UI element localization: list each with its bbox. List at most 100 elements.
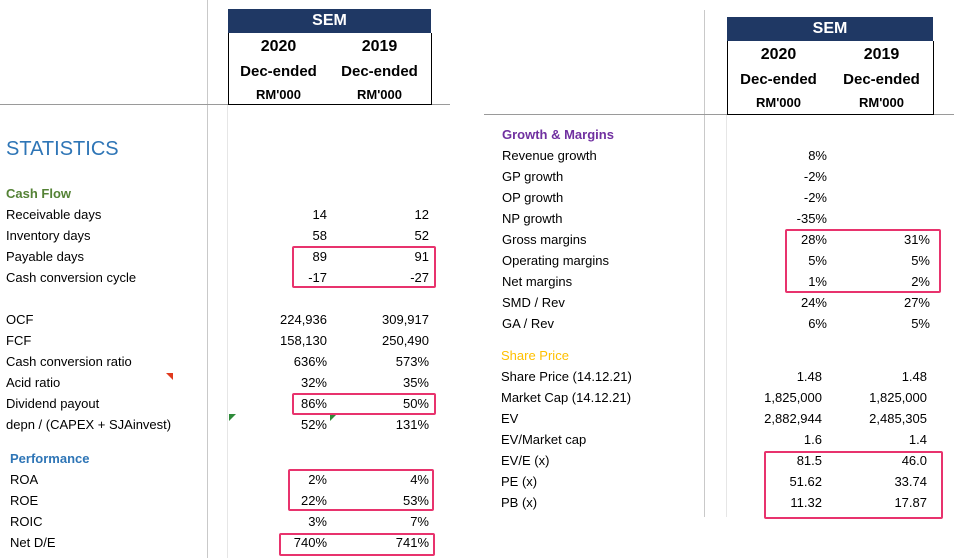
value-2020: 51.62 xyxy=(789,474,822,489)
right-year-2020: 2020 xyxy=(760,46,797,63)
performance-title: Performance xyxy=(10,451,90,466)
value-2019: 1.4 xyxy=(908,432,927,447)
row-label: ROIC xyxy=(10,514,43,529)
value-2019: 52 xyxy=(414,228,429,243)
share-price-title: Share Price xyxy=(501,348,569,363)
row-label: ROA xyxy=(10,472,39,487)
row-label: Acid ratio xyxy=(6,375,61,390)
left-year-2019: 2019 xyxy=(361,38,398,55)
value-2020: 24% xyxy=(800,295,827,310)
value-2020: 158,130 xyxy=(280,333,327,348)
value-2019: 1,825,000 xyxy=(869,390,927,405)
row-label: Cash conversion cycle xyxy=(6,270,137,285)
right-unit-2020: RM'000 xyxy=(756,95,801,110)
value-2019: 27% xyxy=(903,295,930,310)
right-year-2019: 2019 xyxy=(863,46,900,63)
value-2020: -2% xyxy=(803,190,827,205)
row-label: Gross margins xyxy=(502,232,587,247)
left-year-2020: 2020 xyxy=(260,38,297,55)
value-2019: 53% xyxy=(402,493,429,508)
value-2019: 573% xyxy=(395,354,429,369)
value-2020: 14 xyxy=(312,207,327,222)
highlight-dividend-payout xyxy=(292,393,436,415)
value-2019: 2% xyxy=(911,274,930,289)
comment-marker-icon xyxy=(166,373,173,380)
value-2020: -17 xyxy=(308,270,327,285)
value-2019: 4% xyxy=(410,472,429,487)
row-label: PE (x) xyxy=(501,474,538,489)
row-label: EV/E (x) xyxy=(501,453,550,468)
row-label: OP growth xyxy=(502,190,564,205)
value-2020: 2,882,944 xyxy=(764,411,822,426)
row-label: Market Cap (14.12.21) xyxy=(501,390,632,405)
row-label: EV xyxy=(501,411,519,426)
left-unit-2019: RM'000 xyxy=(357,87,402,102)
row-label: Share Price (14.12.21) xyxy=(501,369,632,384)
row-label: Revenue growth xyxy=(502,148,597,163)
right-company-header: SEM xyxy=(727,17,933,41)
value-2020: 58 xyxy=(312,228,327,243)
right-header-box xyxy=(727,41,934,115)
value-2019: 33.74 xyxy=(894,474,927,489)
value-2019: 5% xyxy=(911,316,930,331)
highlight-roa-roe xyxy=(288,469,434,511)
right-header-rule xyxy=(484,114,954,115)
value-2019: -27 xyxy=(410,270,429,285)
left-col-divider xyxy=(207,0,208,558)
value-2020: 740% xyxy=(293,535,327,550)
left-header-rule xyxy=(0,104,450,105)
value-2020: 22% xyxy=(300,493,327,508)
row-label: EV/Market cap xyxy=(501,432,587,447)
value-2019: 12 xyxy=(414,207,429,222)
row-label: Inventory days xyxy=(6,228,91,243)
row-label: GA / Rev xyxy=(502,316,555,331)
value-2020: 1,825,000 xyxy=(764,390,822,405)
row-label: OCF xyxy=(6,312,34,327)
left-unit-2020: RM'000 xyxy=(256,87,301,102)
row-label: Net D/E xyxy=(10,535,56,550)
value-2019: 50% xyxy=(402,396,429,411)
row-label: FCF xyxy=(6,333,32,348)
value-2019: 7% xyxy=(410,514,429,529)
value-2020: 224,936 xyxy=(280,312,327,327)
left-header-box xyxy=(228,33,432,105)
value-2020: 11.32 xyxy=(790,495,822,510)
row-label: ROE xyxy=(10,493,39,508)
cash-flow-title: Cash Flow xyxy=(6,186,72,201)
row-label: Dividend payout xyxy=(6,396,100,411)
value-2019: 131% xyxy=(395,417,429,432)
value-2020: 636% xyxy=(293,354,327,369)
left-period-2019: Dec-ended xyxy=(341,63,418,80)
highlight-valuation xyxy=(764,451,943,519)
value-2020: 1.48 xyxy=(796,369,822,384)
right-unit-2019: RM'000 xyxy=(859,95,904,110)
row-label: Receivable days xyxy=(6,207,102,222)
value-2019: 741% xyxy=(395,535,429,550)
row-label: Net margins xyxy=(502,274,573,289)
row-label: Payable days xyxy=(6,249,85,264)
value-2019: 2,485,305 xyxy=(869,411,927,426)
row-label: NP growth xyxy=(502,211,563,226)
value-2020: 1.6 xyxy=(803,432,822,447)
row-label: SMD / Rev xyxy=(502,295,565,310)
value-2019: 17.87 xyxy=(894,495,927,510)
value-2019: 309,917 xyxy=(382,312,429,327)
left-col-divider-2 xyxy=(227,104,228,558)
value-2019: 46.0 xyxy=(901,453,927,468)
value-2020: 1% xyxy=(808,274,827,289)
value-2020: 52% xyxy=(300,417,327,432)
value-2019: 5% xyxy=(911,253,930,268)
left-period-2020: Dec-ended xyxy=(240,63,317,80)
value-2020: 89 xyxy=(312,249,327,264)
right-col-divider xyxy=(704,10,705,517)
value-2020: 6% xyxy=(808,316,827,331)
value-2020: 3% xyxy=(308,514,327,529)
value-2020: 5% xyxy=(808,253,827,268)
row-label: Cash conversion ratio xyxy=(6,354,132,369)
highlight-payable-ccc xyxy=(292,246,436,288)
value-2019: 1.48 xyxy=(901,369,927,384)
value-2020: 32% xyxy=(300,375,327,390)
error-marker-icon-2 xyxy=(330,414,337,421)
highlight-margins xyxy=(785,229,941,293)
row-label: GP growth xyxy=(502,169,564,184)
